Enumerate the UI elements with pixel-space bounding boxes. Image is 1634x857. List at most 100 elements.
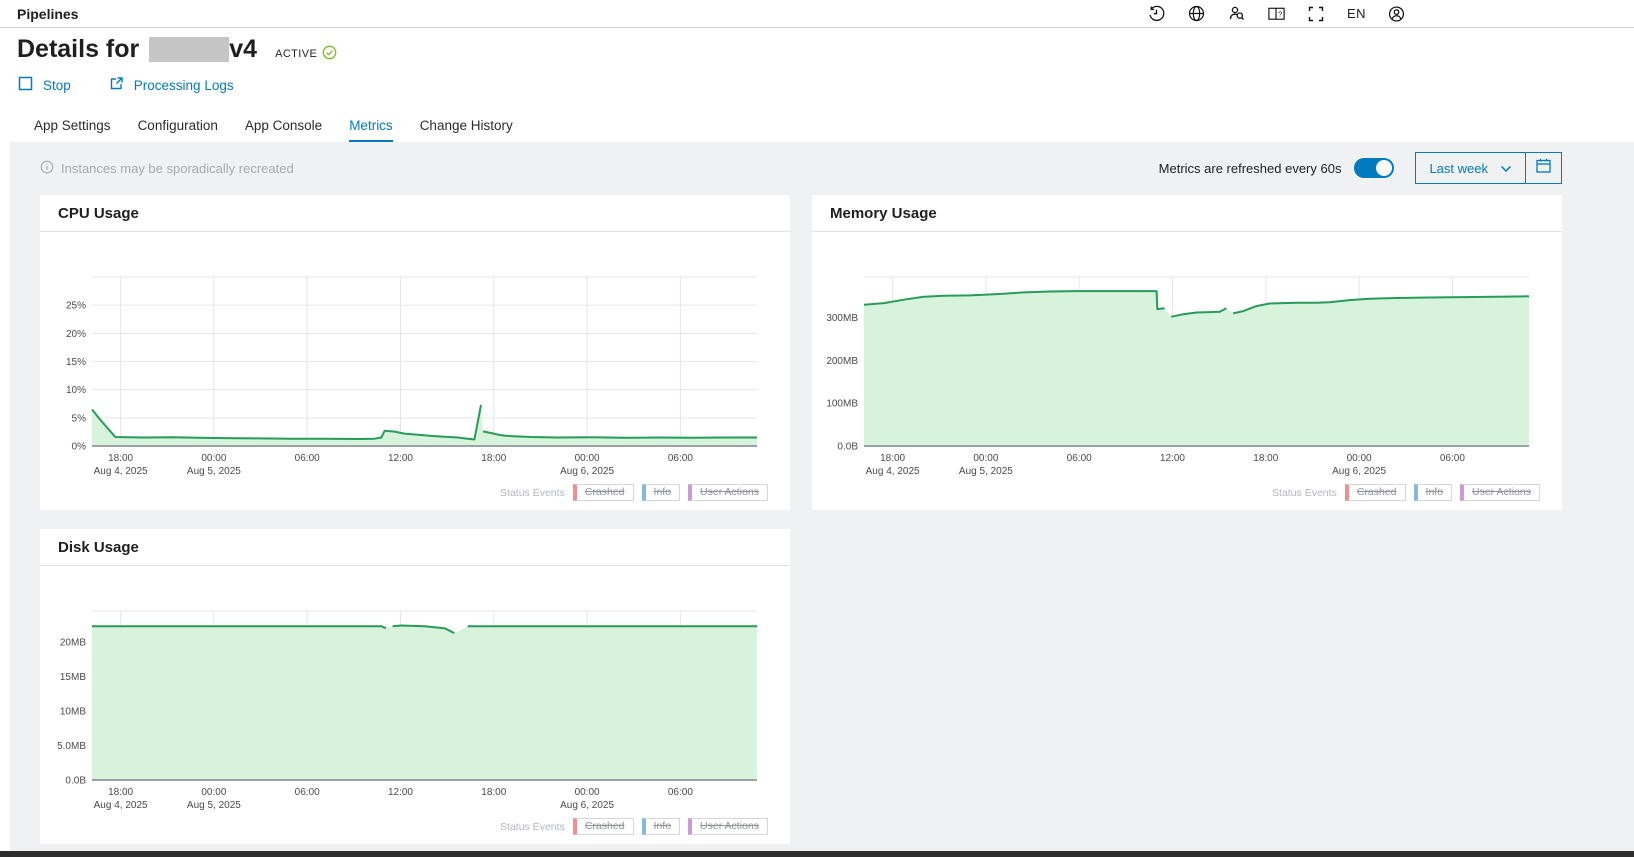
svg-text:18:00: 18:00 bbox=[108, 787, 133, 798]
svg-text:00:00: 00:00 bbox=[201, 453, 226, 464]
account-icon[interactable] bbox=[1387, 4, 1406, 23]
chart-canvas: 0.0B 100MB 200MB 300MB 18:00 Aug 4, 2025 00:00… bbox=[826, 276, 1530, 477]
chart-canvas: 0.0B 5.0MB 10MB 15MB 20MB 18:00 Aug 4, 2025 00:… bbox=[57, 610, 757, 811]
metrics-panel: Instances may be sporadically recreated … bbox=[10, 142, 1634, 856]
instances-info-note: Instances may be sporadically recreated bbox=[40, 160, 294, 177]
svg-text:Aug 4, 2025: Aug 4, 2025 bbox=[866, 466, 920, 477]
tab-app-settings[interactable]: App Settings bbox=[34, 118, 111, 133]
tab-metrics[interactable]: Metrics bbox=[349, 118, 393, 142]
time-range-select[interactable]: Last week bbox=[1415, 152, 1526, 184]
legend-chip-user-actions[interactable]: User Actions bbox=[688, 484, 768, 501]
svg-text:25%: 25% bbox=[66, 301, 86, 312]
app-title: Pipelines bbox=[17, 5, 79, 22]
tab-bar: App Settings Configuration App Console M… bbox=[17, 118, 1634, 142]
memory-legend: Status Events Crashed Info User Actions bbox=[812, 484, 1562, 510]
legend-chip-crashed[interactable]: Crashed bbox=[1344, 484, 1406, 501]
status-badge-label: ACTIVE bbox=[275, 47, 318, 60]
svg-text:Aug 5, 2025: Aug 5, 2025 bbox=[187, 466, 241, 477]
page-title: Details for v4 bbox=[17, 35, 257, 64]
top-bar: Pipelines bbox=[0, 0, 1634, 28]
svg-text:20%: 20% bbox=[66, 329, 86, 340]
svg-text:?: ? bbox=[1278, 9, 1282, 18]
svg-text:0.0B: 0.0B bbox=[837, 442, 858, 453]
svg-text:Aug 4, 2025: Aug 4, 2025 bbox=[94, 800, 148, 811]
memory-usage-card: Memory Usage 0.0B 100MB 200MB 300MB 18:00 Aug… bbox=[812, 195, 1562, 510]
svg-text:00:00: 00:00 bbox=[1347, 453, 1372, 464]
svg-text:06:00: 06:00 bbox=[295, 787, 320, 798]
svg-text:20MB: 20MB bbox=[60, 638, 86, 649]
check-circle-icon bbox=[322, 45, 337, 63]
toggle-knob bbox=[1376, 160, 1393, 176]
svg-text:12:00: 12:00 bbox=[388, 453, 413, 464]
language-selector[interactable]: EN bbox=[1346, 6, 1366, 21]
svg-text:Aug 6, 2025: Aug 6, 2025 bbox=[560, 466, 614, 477]
svg-text:00:00: 00:00 bbox=[575, 453, 600, 464]
chevron-down-icon bbox=[1500, 161, 1512, 176]
topbar-icon-group: ? EN bbox=[1147, 4, 1406, 23]
svg-text:Aug 6, 2025: Aug 6, 2025 bbox=[1332, 466, 1386, 477]
status-badge: ACTIVE bbox=[275, 45, 337, 63]
external-link-icon bbox=[109, 76, 124, 94]
legend-chip-info[interactable]: Info bbox=[641, 818, 681, 835]
svg-text:18:00: 18:00 bbox=[481, 787, 506, 798]
memory-usage-title: Memory Usage bbox=[812, 195, 1562, 232]
tab-configuration[interactable]: Configuration bbox=[137, 118, 218, 133]
tab-change-history[interactable]: Change History bbox=[419, 118, 513, 133]
user-search-icon[interactable] bbox=[1227, 4, 1246, 23]
legend-title: Status Events bbox=[1272, 486, 1337, 499]
disk-usage-card: Disk Usage 0.0B 5.0MB 10MB 15MB 20MB 18:00 Aug… bbox=[40, 529, 790, 844]
legend-title: Status Events bbox=[500, 486, 565, 499]
cpu-usage-card: CPU Usage 0% 5% 10% 15% 20% 25% 18:00 Aug 4, 20… bbox=[40, 195, 790, 510]
svg-text:18:00: 18:00 bbox=[481, 453, 506, 464]
svg-text:Aug 5, 2025: Aug 5, 2025 bbox=[187, 800, 241, 811]
legend-chip-info[interactable]: Info bbox=[641, 484, 681, 501]
svg-text:15MB: 15MB bbox=[60, 672, 86, 683]
svg-text:18:00: 18:00 bbox=[108, 453, 133, 464]
svg-text:5%: 5% bbox=[72, 413, 87, 424]
legend-chip-crashed[interactable]: Crashed bbox=[572, 818, 634, 835]
svg-text:100MB: 100MB bbox=[826, 399, 858, 410]
legend-chip-user-actions[interactable]: User Actions bbox=[1460, 484, 1540, 501]
svg-text:06:00: 06:00 bbox=[668, 453, 693, 464]
stop-button[interactable]: Stop bbox=[18, 76, 71, 94]
page-header: Details for v4 ACTIVE Stop bbox=[0, 28, 1634, 142]
svg-text:00:00: 00:00 bbox=[201, 787, 226, 798]
svg-text:00:00: 00:00 bbox=[575, 787, 600, 798]
disk-legend: Status Events Crashed Info User Actions bbox=[40, 818, 790, 844]
tab-app-console[interactable]: App Console bbox=[244, 118, 323, 133]
svg-text:Aug 6, 2025: Aug 6, 2025 bbox=[560, 800, 614, 811]
svg-text:06:00: 06:00 bbox=[295, 453, 320, 464]
svg-text:Aug 4, 2025: Aug 4, 2025 bbox=[94, 466, 148, 477]
chart-cards: CPU Usage 0% 5% 10% 15% 20% 25% 18:00 Aug 4, 20… bbox=[40, 195, 1634, 844]
disk-usage-chart: 0.0B 5.0MB 10MB 15MB 20MB 18:00 Aug 4, 2025 00:… bbox=[40, 566, 790, 818]
svg-text:15%: 15% bbox=[66, 357, 86, 368]
globe-icon[interactable] bbox=[1187, 4, 1206, 23]
svg-text:300MB: 300MB bbox=[826, 313, 858, 324]
refresh-toggle[interactable] bbox=[1354, 158, 1395, 178]
time-range-value: Last week bbox=[1429, 160, 1488, 176]
legend-chip-info[interactable]: Info bbox=[1413, 484, 1453, 501]
svg-text:06:00: 06:00 bbox=[668, 787, 693, 798]
header-actions: Stop Processing Logs bbox=[18, 76, 1634, 94]
help-icon[interactable]: ? bbox=[1267, 4, 1286, 23]
bottom-edge-bar bbox=[0, 851, 1634, 857]
processing-logs-link[interactable]: Processing Logs bbox=[109, 76, 234, 94]
stop-button-label: Stop bbox=[43, 77, 71, 93]
svg-text:12:00: 12:00 bbox=[388, 787, 413, 798]
fullscreen-icon[interactable] bbox=[1307, 4, 1326, 23]
redacted-pipeline-name bbox=[149, 37, 230, 62]
legend-chip-crashed[interactable]: Crashed bbox=[572, 484, 634, 501]
cpu-usage-chart: 0% 5% 10% 15% 20% 25% 18:00 Aug 4, 2025 00:00 Aug… bbox=[40, 232, 790, 484]
svg-text:06:00: 06:00 bbox=[1067, 453, 1092, 464]
history-icon[interactable] bbox=[1147, 4, 1166, 23]
svg-text:18:00: 18:00 bbox=[880, 453, 905, 464]
calendar-button[interactable] bbox=[1525, 152, 1562, 184]
calendar-icon bbox=[1535, 157, 1552, 179]
cpu-usage-title: CPU Usage bbox=[40, 195, 790, 232]
svg-text:Aug 5, 2025: Aug 5, 2025 bbox=[959, 466, 1013, 477]
page-title-prefix: Details for bbox=[17, 35, 140, 63]
processing-logs-label: Processing Logs bbox=[133, 77, 234, 93]
legend-chip-user-actions[interactable]: User Actions bbox=[688, 818, 768, 835]
memory-usage-chart: 0.0B 100MB 200MB 300MB 18:00 Aug 4, 2025 00:00… bbox=[812, 232, 1562, 484]
svg-text:10MB: 10MB bbox=[60, 707, 86, 718]
